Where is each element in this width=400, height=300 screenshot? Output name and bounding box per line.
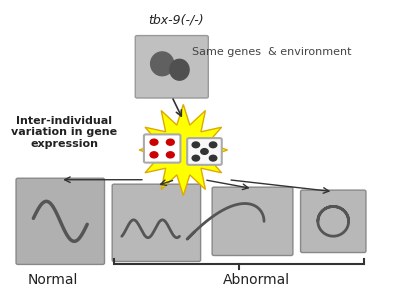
Text: Same genes  & environment: Same genes & environment (192, 47, 352, 57)
FancyBboxPatch shape (112, 184, 201, 262)
FancyBboxPatch shape (16, 178, 104, 264)
Circle shape (209, 142, 217, 148)
Circle shape (150, 139, 158, 145)
Circle shape (150, 152, 158, 158)
Polygon shape (170, 59, 189, 80)
FancyBboxPatch shape (144, 134, 180, 163)
Circle shape (166, 152, 174, 158)
Polygon shape (151, 52, 174, 76)
Circle shape (201, 148, 208, 154)
Circle shape (192, 142, 200, 148)
Circle shape (209, 155, 217, 161)
FancyBboxPatch shape (187, 138, 222, 165)
Polygon shape (139, 104, 228, 196)
Circle shape (166, 139, 174, 145)
FancyBboxPatch shape (212, 187, 293, 256)
Text: Normal: Normal (28, 273, 78, 287)
FancyBboxPatch shape (135, 36, 208, 98)
FancyBboxPatch shape (300, 190, 366, 253)
Text: Inter-individual
variation in gene
expression: Inter-individual variation in gene expre… (11, 116, 117, 149)
Text: Abnormal: Abnormal (223, 273, 290, 287)
Text: tbx-9(-/-): tbx-9(-/-) (148, 13, 204, 26)
Circle shape (192, 155, 200, 161)
